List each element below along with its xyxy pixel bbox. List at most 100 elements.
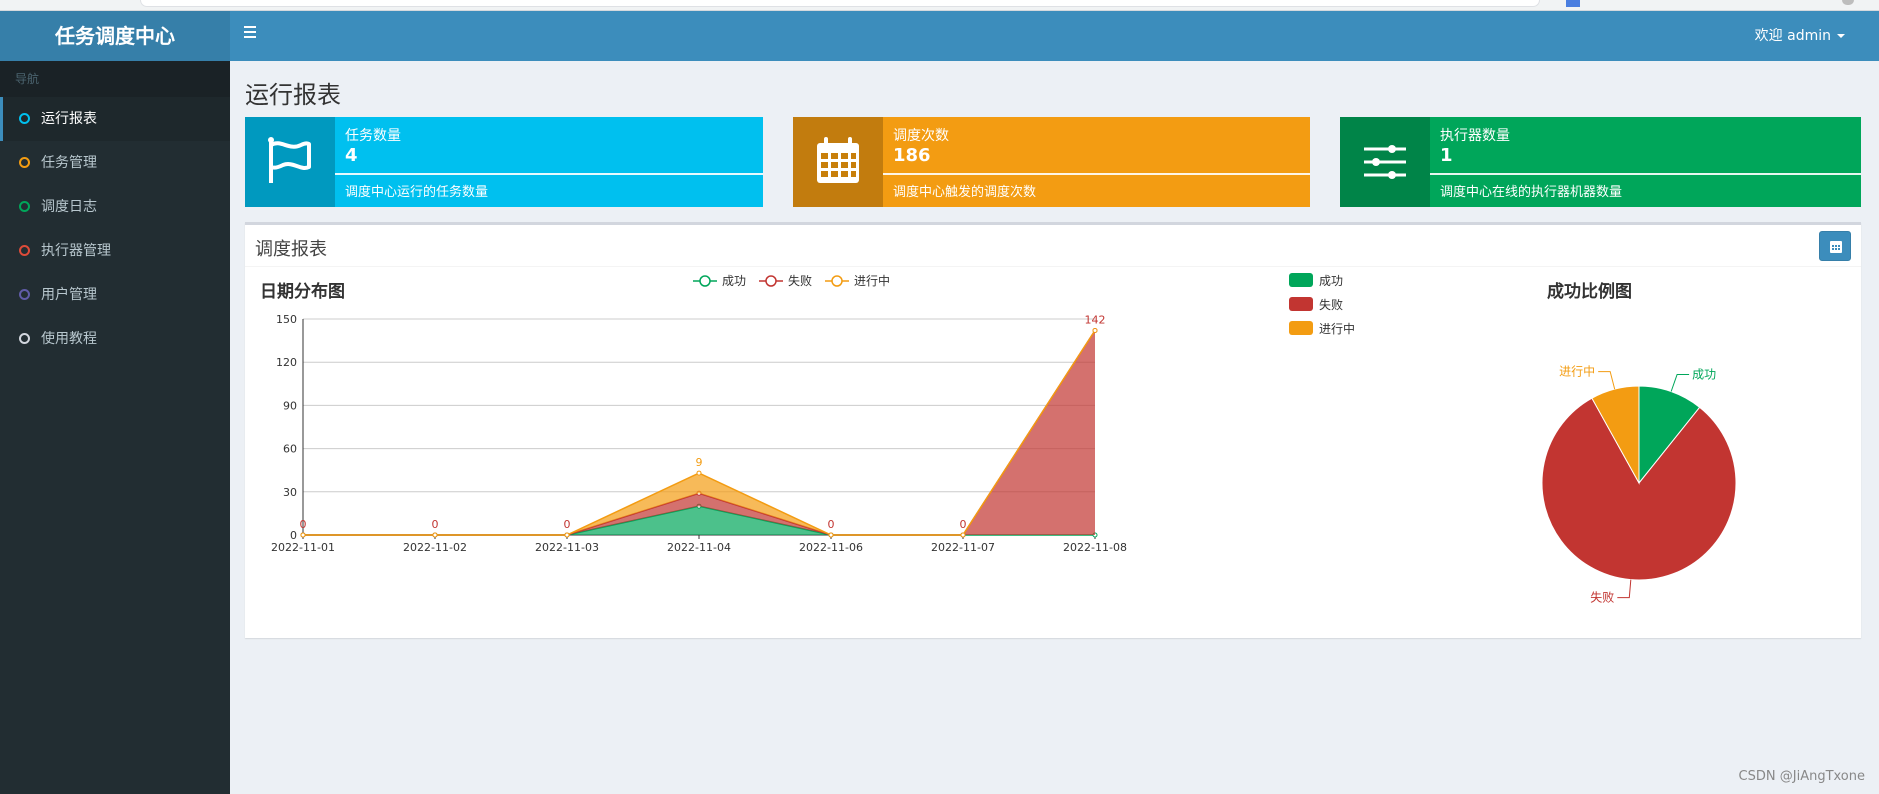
extension-icon[interactable] <box>1566 0 1580 7</box>
legend-swatch-icon <box>1289 297 1313 311</box>
x-tick-label: 2022-11-02 <box>403 541 467 554</box>
y-tick-label: 150 <box>276 313 297 326</box>
sidebar-item-label: 调度日志 <box>41 199 97 215</box>
sliders-icon <box>1340 117 1430 207</box>
legend-label: 成功 <box>1319 274 1343 288</box>
stat-progress-bar <box>883 173 1310 175</box>
line-chart-title: 日期分布图 <box>260 282 345 302</box>
data-label: 142 <box>1085 314 1106 327</box>
legend-marker-icon <box>699 275 711 287</box>
calendar-icon <box>1830 241 1842 253</box>
schedule-report-panel: 调度报表 日期分布图 0 30 60 90 120 150 2022-11-01 2022-1… <box>245 222 1861 638</box>
x-tick-label: 2022-11-07 <box>931 541 995 554</box>
circle-icon <box>19 113 30 124</box>
stat-description: 调度中心触发的调度次数 <box>893 185 1037 200</box>
data-label: 0 <box>564 518 571 531</box>
pie-leader-line <box>1617 579 1632 599</box>
data-label: 0 <box>300 518 307 531</box>
sidebar-item-run-report[interactable]: 运行报表 <box>0 97 230 141</box>
top-header: 任务调度中心 欢迎 admin <box>0 11 1879 61</box>
sidebar-item-label: 运行报表 <box>41 111 97 127</box>
legend-label: 失败 <box>1319 297 1343 312</box>
legend-swatch-icon <box>1289 321 1313 335</box>
stat-box-task-count: 任务数量 4 调度中心运行的任务数量 <box>245 117 763 207</box>
caret-down-icon <box>1837 34 1845 38</box>
stat-value: 4 <box>345 145 358 166</box>
legend-label: 进行中 <box>1319 321 1355 336</box>
stat-value: 1 <box>1440 145 1453 166</box>
pie-slice <box>1541 397 1737 581</box>
profile-icon[interactable] <box>1842 0 1854 5</box>
sidebar-item-label: 用户管理 <box>41 287 97 303</box>
legend-label: 进行中 <box>854 273 890 288</box>
legend-label: 失败 <box>788 273 812 288</box>
series-area-1 <box>303 330 1095 535</box>
sidebar-item-task-manage[interactable]: 任务管理 <box>0 141 230 185</box>
legend-marker-icon <box>765 275 777 287</box>
date-range-button[interactable] <box>1819 231 1851 261</box>
series-point <box>696 470 702 476</box>
sidebar-item-label: 执行器管理 <box>41 243 111 259</box>
pie-label: 失败 <box>1590 590 1614 605</box>
series-point <box>432 532 438 538</box>
app-logo[interactable]: 任务调度中心 <box>0 11 230 61</box>
x-tick-label: 2022-11-04 <box>667 541 731 554</box>
watermark-text: CSDN @JiAngTxone <box>1738 769 1865 784</box>
sidebar-item-tutorial[interactable]: 使用教程 <box>0 317 230 361</box>
flag-icon <box>245 117 335 207</box>
data-label: 0 <box>828 518 835 531</box>
calendar-icon <box>793 117 883 207</box>
pie-leader-line <box>1598 371 1616 390</box>
stat-box-executor-count: 执行器数量 1 调度中心在线的执行器机器数量 <box>1340 117 1861 207</box>
legend-label: 成功 <box>722 274 746 288</box>
stat-box-schedule-count: 调度次数 186 调度中心触发的调度次数 <box>793 117 1310 207</box>
circle-icon <box>19 157 30 168</box>
data-label: 0 <box>432 518 439 531</box>
user-menu[interactable]: 欢迎 admin <box>1755 11 1845 61</box>
stat-description: 调度中心运行的任务数量 <box>345 185 489 200</box>
data-label: 9 <box>696 456 703 469</box>
user-greeting: 欢迎 admin <box>1754 28 1831 44</box>
stat-label: 调度次数 <box>893 128 949 144</box>
stat-description: 调度中心在线的执行器机器数量 <box>1440 185 1623 200</box>
sidebar-toggle-icon[interactable] <box>244 26 258 40</box>
pie-label: 进行中 <box>1559 364 1595 379</box>
legend-marker-icon <box>831 275 843 287</box>
circle-icon <box>19 201 30 212</box>
sidebar-item-user-manage[interactable]: 用户管理 <box>0 273 230 317</box>
panel-divider <box>245 266 1861 267</box>
legend-swatch-icon <box>1289 273 1313 287</box>
stat-value: 186 <box>893 145 931 166</box>
y-tick-label: 120 <box>276 356 297 369</box>
pie-label: 成功 <box>1692 367 1716 381</box>
circle-icon <box>19 245 30 256</box>
sidebar-item-schedule-log[interactable]: 调度日志 <box>0 185 230 229</box>
circle-icon <box>19 289 30 300</box>
main-content: 运行报表 任务数量 4 调度中心运行的任务数量 调度次数 186 调度中心触发的… <box>230 61 1879 794</box>
panel-title: 调度报表 <box>255 239 327 260</box>
y-tick-label: 60 <box>283 443 297 456</box>
sidebar-item-label: 使用教程 <box>41 331 97 347</box>
address-bar[interactable] <box>140 0 1540 7</box>
circle-icon <box>19 333 30 344</box>
y-tick-label: 30 <box>283 486 297 499</box>
sidebar-item-executor-manage[interactable]: 执行器管理 <box>0 229 230 273</box>
stat-label: 任务数量 <box>345 128 401 144</box>
pie-leader-line <box>1670 373 1690 392</box>
series-point <box>300 532 306 538</box>
x-tick-label: 2022-11-03 <box>535 541 599 554</box>
stat-progress-bar <box>335 173 763 175</box>
x-tick-label: 2022-11-06 <box>799 541 863 554</box>
data-label: 0 <box>960 518 967 531</box>
y-tick-label: 90 <box>283 399 297 412</box>
x-tick-label: 2022-11-08 <box>1063 541 1127 554</box>
sidebar: 导航 运行报表 任务管理 调度日志 执行器管理 用户管理 使用教程 <box>0 61 230 794</box>
y-tick-label: 0 <box>290 529 297 542</box>
series-point <box>828 532 834 538</box>
series-point <box>564 532 570 538</box>
stat-label: 执行器数量 <box>1440 128 1510 144</box>
pie-chart-title: 成功比例图 <box>1547 282 1632 302</box>
sidebar-item-label: 任务管理 <box>41 155 97 171</box>
